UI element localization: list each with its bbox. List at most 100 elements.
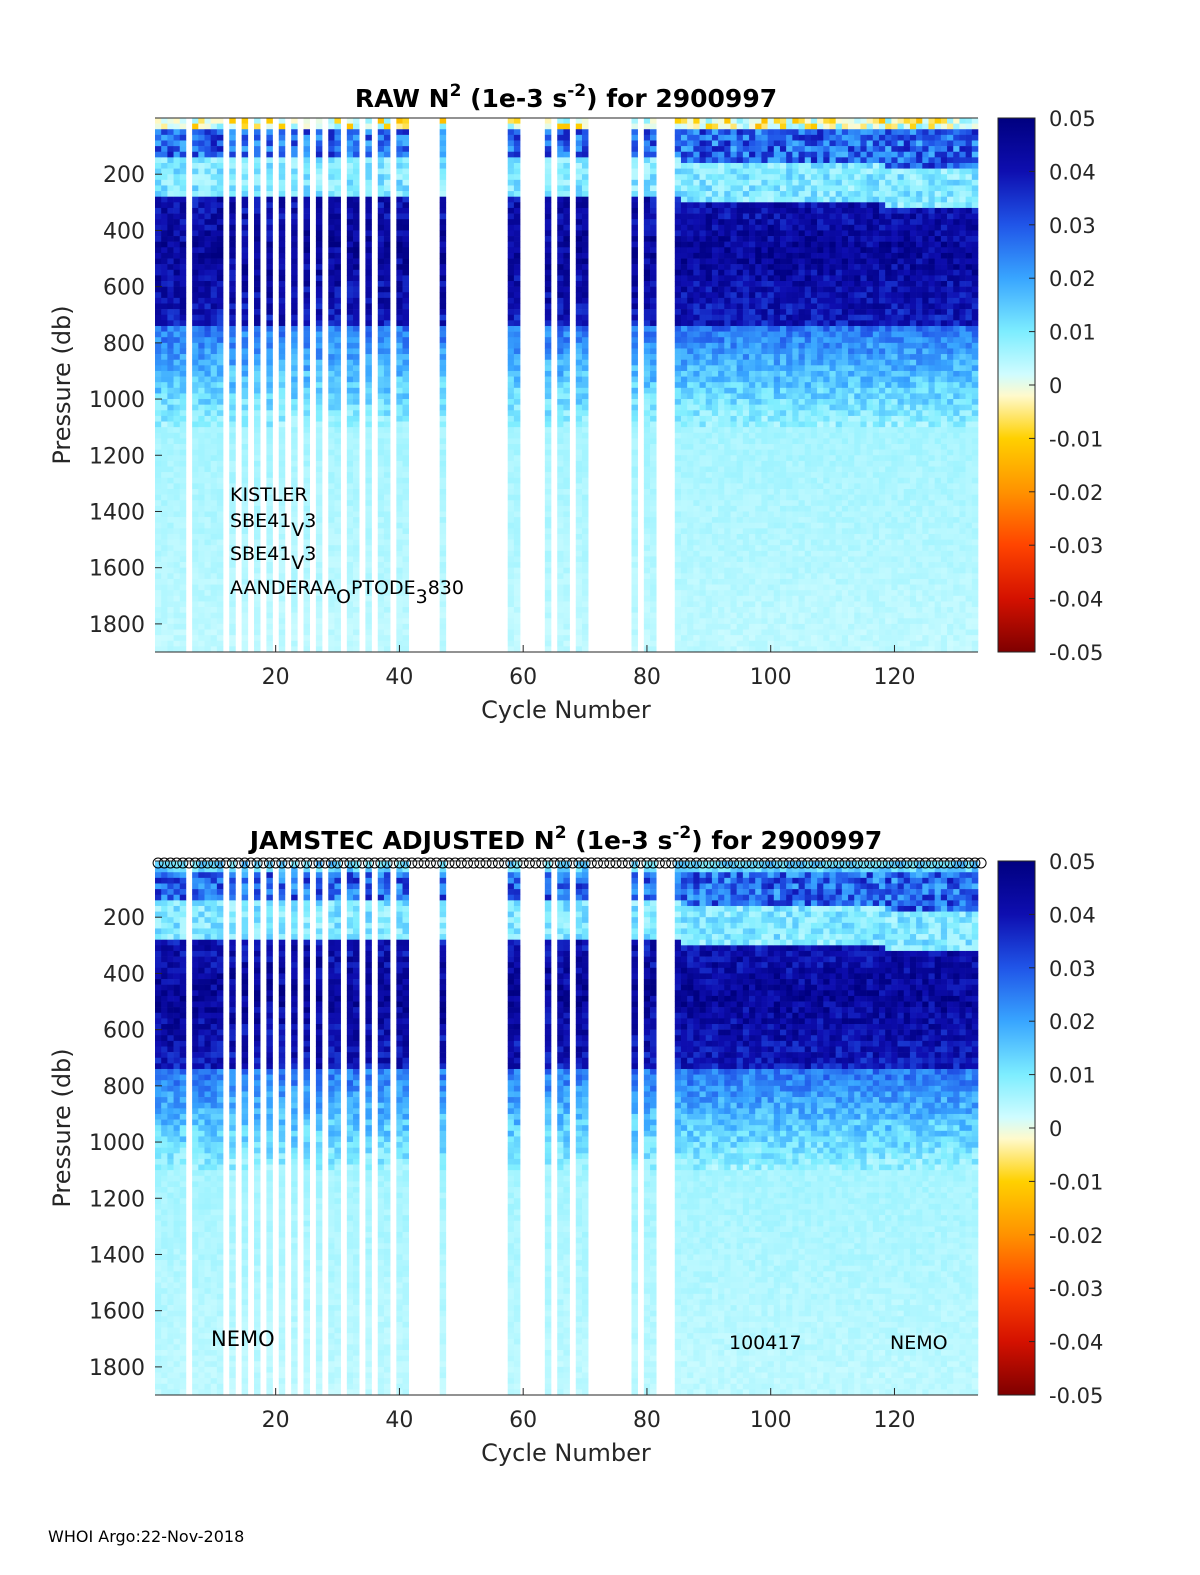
- heatmap-cell: [699, 449, 707, 456]
- heatmap-cell: [699, 393, 707, 400]
- heatmap-cell: [396, 342, 403, 349]
- heatmap-cell: [575, 359, 583, 366]
- heatmap-cell: [730, 528, 737, 535]
- heatmap-cell: [254, 539, 261, 546]
- heatmap-cell: [229, 146, 236, 153]
- heatmap-cell: [210, 151, 218, 158]
- heatmap-cell: [631, 562, 638, 568]
- heatmap-cell: [334, 337, 341, 344]
- heatmap-cell: [749, 365, 756, 372]
- heatmap-cell: [736, 562, 744, 568]
- heatmap-cell: [204, 505, 211, 512]
- heatmap-cell: [204, 623, 211, 630]
- heatmap-cell: [742, 387, 750, 394]
- heatmap-cell: [204, 236, 211, 242]
- heatmap-cell: [353, 275, 360, 282]
- heatmap-cell: [730, 393, 737, 400]
- heatmap-cell: [266, 359, 273, 366]
- heatmap-cell: [650, 325, 657, 332]
- heatmap-cell: [674, 646, 682, 653]
- heatmap-cell: [544, 325, 552, 332]
- heatmap-cell: [383, 376, 391, 383]
- heatmap-cell: [198, 337, 205, 344]
- heatmap-cell: [210, 241, 218, 248]
- heatmap-cell: [680, 123, 688, 130]
- heatmap-cell: [718, 618, 725, 625]
- heatmap-cell: [173, 421, 181, 428]
- heatmap-cell: [680, 224, 688, 231]
- heatmap-cell: [266, 342, 273, 349]
- heatmap-cell: [315, 230, 323, 237]
- heatmap-cell: [353, 646, 360, 653]
- heatmap-cell: [229, 640, 236, 647]
- heatmap-cell: [167, 185, 174, 192]
- heatmap-cell: [544, 297, 552, 304]
- heatmap-cell: [254, 129, 261, 136]
- cycle-column: [680, 118, 688, 653]
- heatmap-cell: [575, 269, 583, 276]
- heatmap-cell: [315, 646, 323, 653]
- heatmap-cell: [161, 449, 168, 456]
- heatmap-cell: [699, 410, 707, 417]
- heatmap-cell: [396, 432, 403, 439]
- heatmap-cell: [718, 455, 725, 462]
- heatmap-cell: [718, 320, 725, 327]
- heatmap-cell: [563, 134, 570, 141]
- heatmap-cell: [687, 505, 694, 512]
- heatmap-cell: [402, 354, 410, 360]
- heatmap-cell: [192, 365, 199, 372]
- heatmap-cell: [513, 241, 521, 248]
- heatmap-cell: [693, 488, 700, 495]
- heatmap-cell: [173, 466, 181, 473]
- heatmap-cell: [334, 168, 341, 175]
- heatmap-cell: [365, 393, 372, 400]
- heatmap-cell: [161, 320, 168, 327]
- heatmap-cell: [674, 196, 682, 203]
- heatmap-cell: [631, 286, 638, 293]
- heatmap-cell: [210, 297, 218, 304]
- heatmap-cell: [730, 134, 737, 141]
- heatmap-cell: [687, 118, 694, 124]
- heatmap-cell: [291, 174, 298, 181]
- heatmap-cell: [192, 578, 199, 585]
- heatmap-cell: [377, 466, 385, 473]
- heatmap-cell: [439, 365, 447, 372]
- heatmap-cell: [192, 590, 199, 597]
- heatmap-cell: [204, 370, 211, 377]
- heatmap-cell: [179, 399, 187, 405]
- heatmap-cell: [718, 162, 725, 169]
- heatmap-cell: [631, 314, 638, 321]
- heatmap-cell: [674, 511, 682, 518]
- heatmap-cell: [161, 325, 168, 332]
- heatmap-cell: [315, 157, 323, 164]
- heatmap-cell: [229, 404, 236, 411]
- heatmap-cell: [557, 528, 564, 535]
- heatmap-cell: [687, 252, 694, 259]
- heatmap-cell: [730, 533, 737, 540]
- heatmap-cell: [699, 421, 707, 428]
- heatmap-cell: [346, 359, 354, 366]
- heatmap-cell: [544, 196, 552, 203]
- heatmap-cell: [291, 415, 298, 422]
- heatmap-cell: [396, 202, 403, 209]
- heatmap-cell: [346, 511, 354, 518]
- heatmap-cell: [755, 629, 762, 636]
- heatmap-cell: [198, 432, 205, 439]
- heatmap-cell: [705, 494, 713, 501]
- heatmap-cell: [396, 472, 403, 479]
- heatmap-cell: [650, 303, 657, 310]
- heatmap-cell: [334, 123, 341, 130]
- heatmap-cell: [581, 207, 589, 214]
- heatmap-cell: [192, 202, 199, 209]
- heatmap-cell: [507, 455, 515, 462]
- heatmap-cell: [581, 601, 589, 608]
- heatmap-cell: [736, 640, 744, 647]
- heatmap-cell: [229, 477, 236, 484]
- heatmap-cell: [544, 191, 552, 197]
- heatmap-cell: [693, 533, 700, 540]
- heatmap-cell: [724, 646, 731, 653]
- heatmap-cell: [749, 601, 756, 608]
- heatmap-cell: [241, 174, 249, 181]
- heatmap-cell: [179, 528, 187, 535]
- heatmap-cell: [749, 129, 756, 136]
